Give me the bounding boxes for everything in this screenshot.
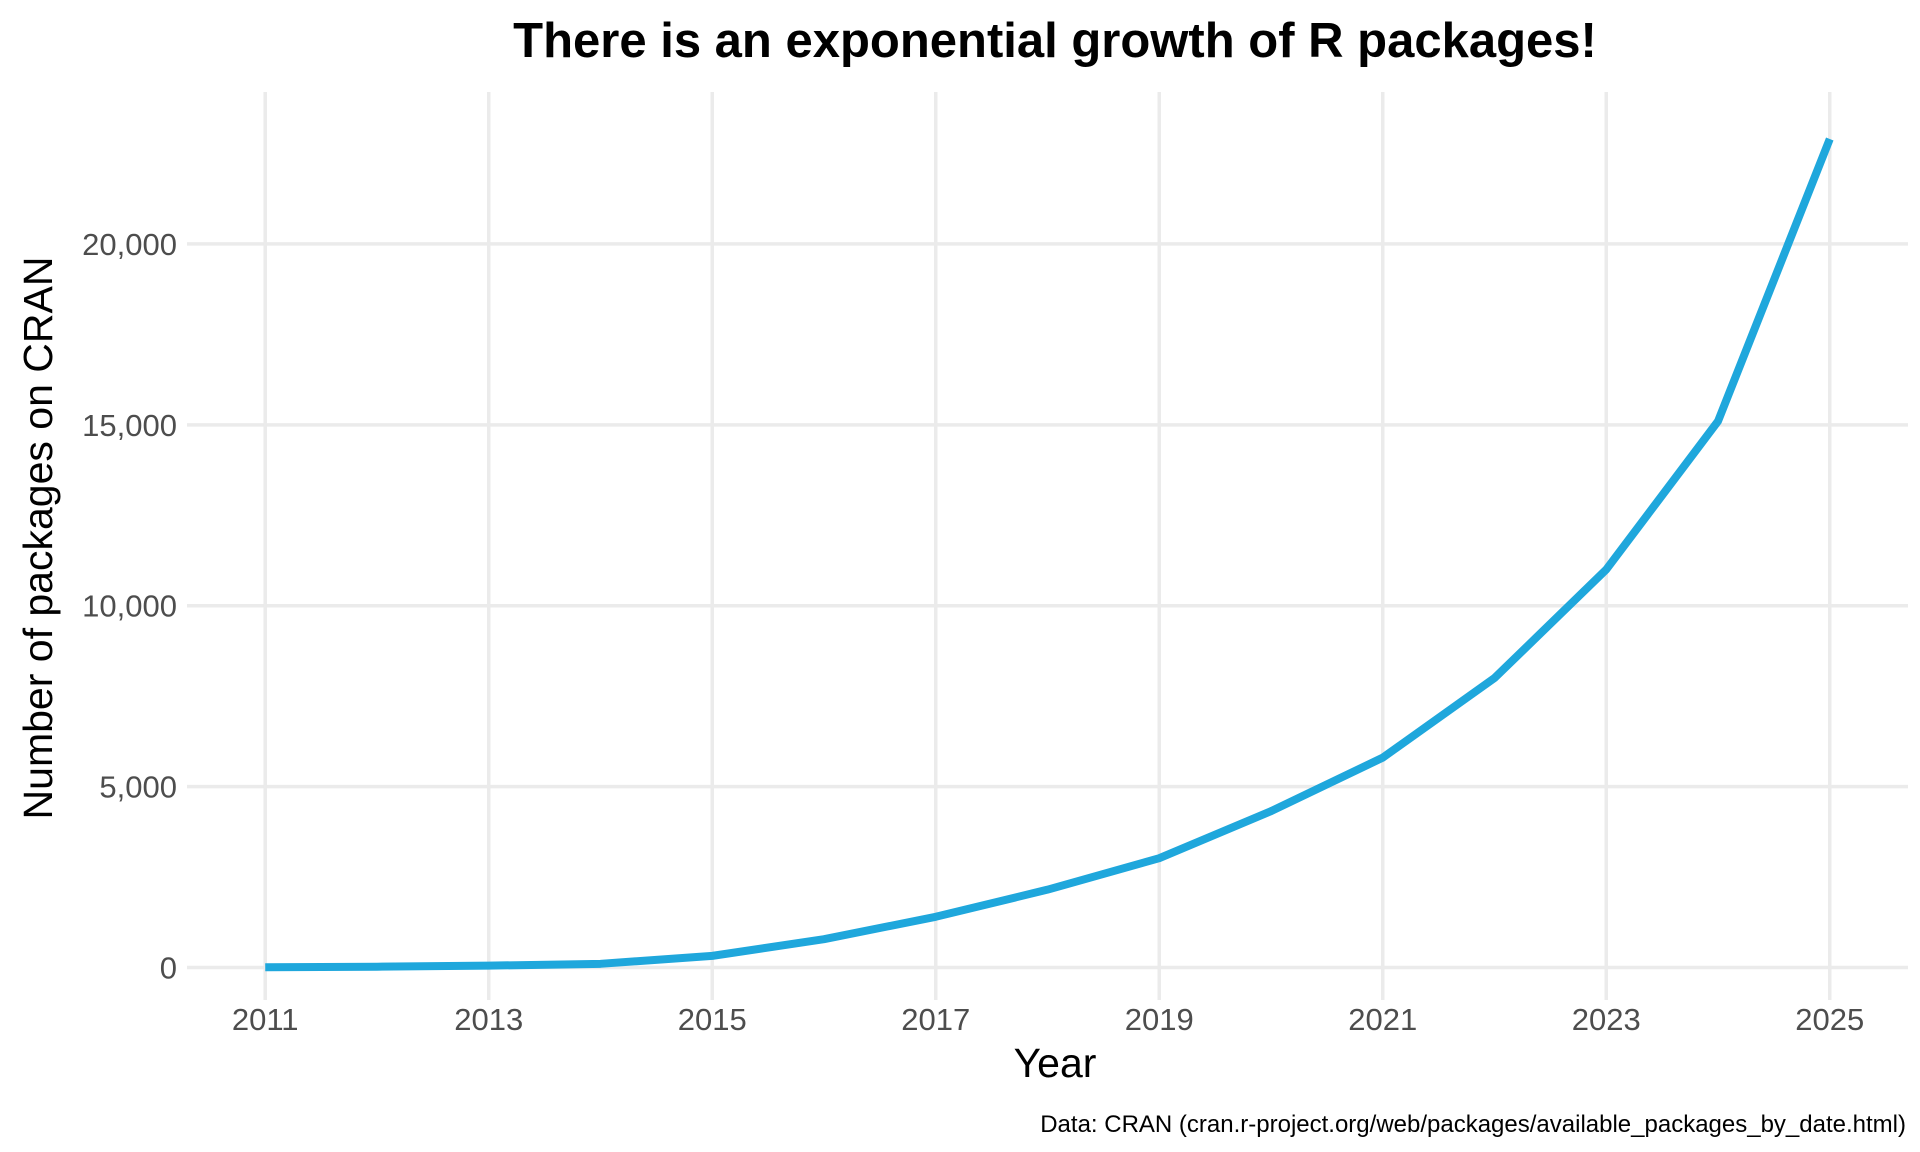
x-axis-ticks: 2011 2013 2015 2017 2019 2021 2023 2025 xyxy=(232,1002,1864,1037)
x-tick-label: 2021 xyxy=(1348,1002,1417,1037)
y-tick-label: 15,000 xyxy=(82,408,177,443)
x-axis-title: Year xyxy=(1014,1040,1097,1086)
x-tick-label: 2023 xyxy=(1572,1002,1641,1037)
y-tick-label: 10,000 xyxy=(82,589,177,624)
x-tick-label: 2013 xyxy=(454,1002,523,1037)
y-tick-label: 20,000 xyxy=(82,227,177,262)
series-lines xyxy=(265,137,1834,972)
y-tick-label: 5,000 xyxy=(99,770,177,805)
gridlines xyxy=(187,92,1908,1000)
x-tick-label: 2011 xyxy=(232,1002,299,1037)
y-axis-ticks: 0 5,000 10,000 15,000 20,000 xyxy=(82,227,177,986)
x-tick-label: 2019 xyxy=(1125,1002,1194,1037)
y-tick-label: 0 xyxy=(160,950,177,985)
x-tick-label: 2017 xyxy=(901,1002,970,1037)
x-tick-label: 2015 xyxy=(678,1002,747,1037)
y-axis-title: Number of packages on CRAN xyxy=(15,257,61,820)
x-tick-label: 2025 xyxy=(1795,1002,1864,1037)
chart-title: There is an exponential growth of R pack… xyxy=(513,14,1597,68)
series-line xyxy=(265,137,1834,972)
chart-caption: Data: CRAN (cran.r-project.org/web/packa… xyxy=(1040,1111,1906,1138)
